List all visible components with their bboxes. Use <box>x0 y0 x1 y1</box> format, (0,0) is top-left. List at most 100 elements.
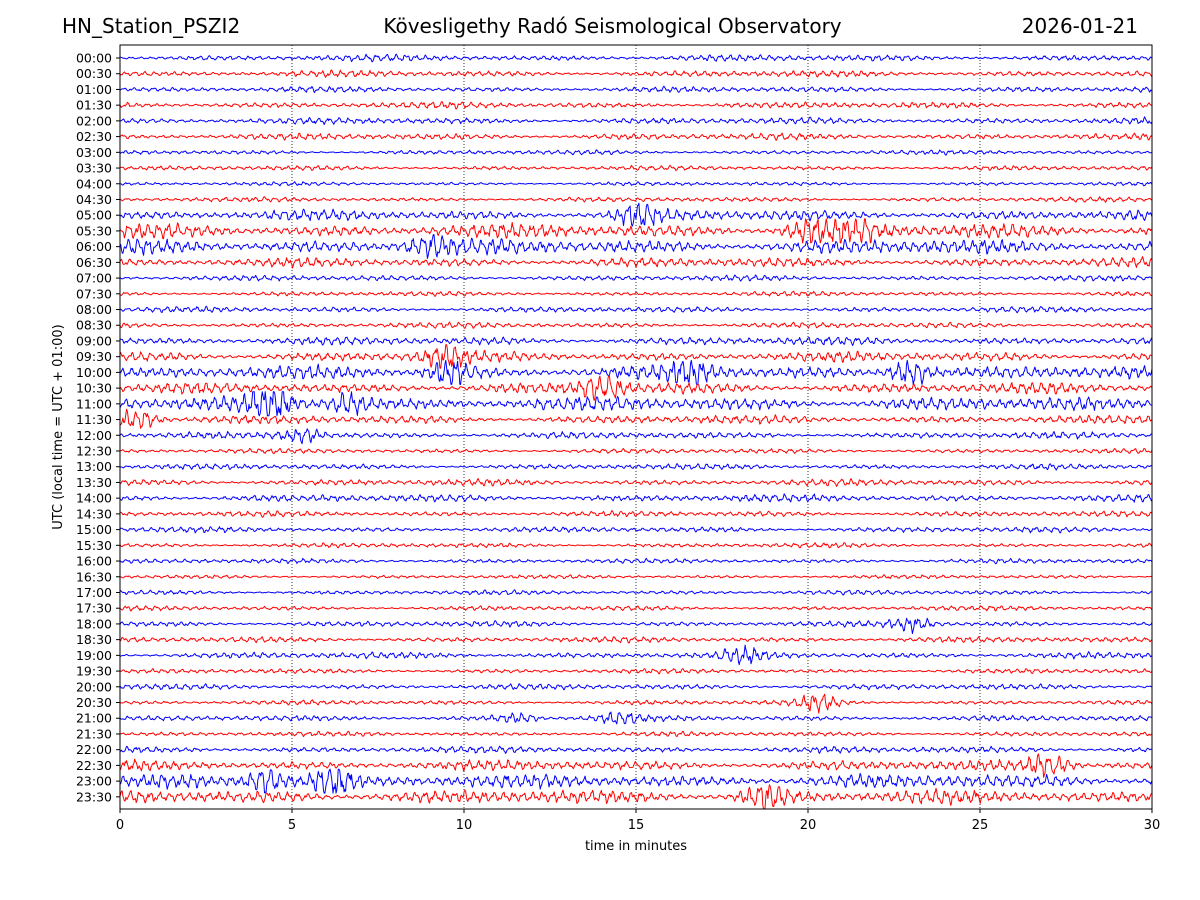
y-axis-label: UTC (local time = UTC + 01:00) <box>51 324 66 529</box>
trace-1630 <box>119 574 1153 580</box>
y-tick-label: 20:30 <box>76 695 112 710</box>
y-tick-label: 13:30 <box>76 475 112 490</box>
y-tick-label: 11:00 <box>76 396 112 411</box>
y-tick-label: 18:00 <box>76 616 112 631</box>
y-tick-label: 14:00 <box>76 491 112 506</box>
y-tick-label: 11:30 <box>76 412 112 427</box>
y-tick-label: 09:00 <box>76 333 112 348</box>
trace-1200 <box>119 428 1153 445</box>
y-tick-label: 04:30 <box>76 192 112 207</box>
y-tick-label: 10:00 <box>76 365 112 380</box>
trace-1800 <box>119 617 1153 635</box>
y-tick-label: 02:00 <box>76 113 112 128</box>
x-tick-label: 30 <box>1144 818 1161 833</box>
trace-0130 <box>119 101 1153 110</box>
y-tick-label: 07:30 <box>76 286 112 301</box>
trace-1130 <box>119 408 1153 429</box>
trace-0600 <box>119 234 1153 259</box>
trace-1100 <box>119 391 1152 417</box>
y-tick-label: 19:30 <box>76 664 112 679</box>
trace-1930 <box>119 668 1153 675</box>
trace-1730 <box>119 605 1153 612</box>
y-tick-label: 23:30 <box>76 789 112 804</box>
y-tick-label: 08:30 <box>76 318 112 333</box>
y-tick-label: 19:00 <box>76 648 112 663</box>
y-tick-label: 21:30 <box>76 726 112 741</box>
trace-0400 <box>120 181 1153 187</box>
y-tick-label: 07:00 <box>76 271 112 286</box>
trace-1600 <box>119 557 1153 565</box>
trace-1230 <box>119 447 1153 454</box>
trace-1700 <box>119 589 1153 596</box>
y-tick-label: 17:30 <box>76 601 112 616</box>
trace-1530 <box>119 542 1153 549</box>
trace-0100 <box>119 85 1153 94</box>
station-name: HN_Station_PSZI2 <box>62 14 241 38</box>
grid-lines <box>291 45 981 809</box>
x-tick-label: 20 <box>800 818 817 833</box>
trace-0500 <box>119 202 1153 227</box>
x-tick-label: 0 <box>116 818 124 833</box>
y-tick-label: 04:00 <box>76 176 112 191</box>
y-axis-ticks: 00:0000:3001:0001:3002:0002:3003:0003:30… <box>76 51 120 804</box>
y-tick-label: 22:30 <box>76 758 112 773</box>
trace-0430 <box>119 196 1153 203</box>
trace-0300 <box>119 149 1152 156</box>
y-tick-label: 03:00 <box>76 145 112 160</box>
y-tick-label: 00:30 <box>76 66 112 81</box>
trace-0030 <box>119 69 1153 78</box>
x-tick-label: 25 <box>972 818 989 833</box>
y-tick-label: 08:00 <box>76 302 112 317</box>
y-tick-label: 06:30 <box>76 255 112 270</box>
trace-2030 <box>119 693 1153 714</box>
trace-1900 <box>119 644 1153 666</box>
trace-0630 <box>119 256 1153 269</box>
trace-1830 <box>119 636 1153 644</box>
y-tick-label: 16:00 <box>76 554 112 569</box>
x-tick-label: 5 <box>288 818 296 833</box>
trace-2330 <box>119 784 1153 810</box>
y-tick-label: 02:30 <box>76 129 112 144</box>
y-tick-label: 05:00 <box>76 208 112 223</box>
trace-1330 <box>119 478 1153 487</box>
trace-1000 <box>119 359 1153 385</box>
y-tick-label: 14:30 <box>76 506 112 521</box>
y-tick-label: 05:30 <box>76 223 112 238</box>
x-tick-label: 10 <box>456 818 473 833</box>
y-tick-label: 16:30 <box>76 569 112 584</box>
y-tick-label: 21:00 <box>76 711 112 726</box>
y-tick-label: 23:00 <box>76 774 112 789</box>
y-tick-label: 10:30 <box>76 381 112 396</box>
trace-1300 <box>119 463 1153 471</box>
trace-2200 <box>119 745 1153 754</box>
trace-0530 <box>119 218 1153 244</box>
trace-0330 <box>120 164 1153 171</box>
y-tick-label: 22:00 <box>76 742 112 757</box>
y-tick-label: 09:30 <box>76 349 112 364</box>
chart-title: Kövesligethy Radó Seismological Observat… <box>383 14 842 38</box>
x-tick-label: 15 <box>628 818 645 833</box>
y-tick-label: 03:30 <box>76 161 112 176</box>
trace-0830 <box>119 321 1152 329</box>
y-tick-label: 15:30 <box>76 538 112 553</box>
trace-0700 <box>119 274 1153 282</box>
y-tick-label: 06:00 <box>76 239 112 254</box>
trace-0800 <box>119 305 1153 314</box>
x-axis-label: time in minutes <box>585 839 687 854</box>
trace-2000 <box>120 683 1153 691</box>
trace-1500 <box>119 526 1153 534</box>
y-tick-label: 17:00 <box>76 585 112 600</box>
y-tick-label: 20:00 <box>76 679 112 694</box>
trace-1030 <box>119 375 1153 401</box>
y-tick-label: 01:30 <box>76 98 112 113</box>
trace-2130 <box>119 730 1153 738</box>
trace-2230 <box>119 753 1153 778</box>
trace-1430 <box>119 510 1153 518</box>
trace-0930 <box>119 344 1153 369</box>
y-tick-label: 12:30 <box>76 444 112 459</box>
trace-2300 <box>119 768 1153 794</box>
trace-0730 <box>119 290 1153 297</box>
y-tick-label: 01:00 <box>76 82 112 97</box>
trace-0230 <box>119 132 1153 141</box>
trace-0000 <box>119 53 1153 63</box>
